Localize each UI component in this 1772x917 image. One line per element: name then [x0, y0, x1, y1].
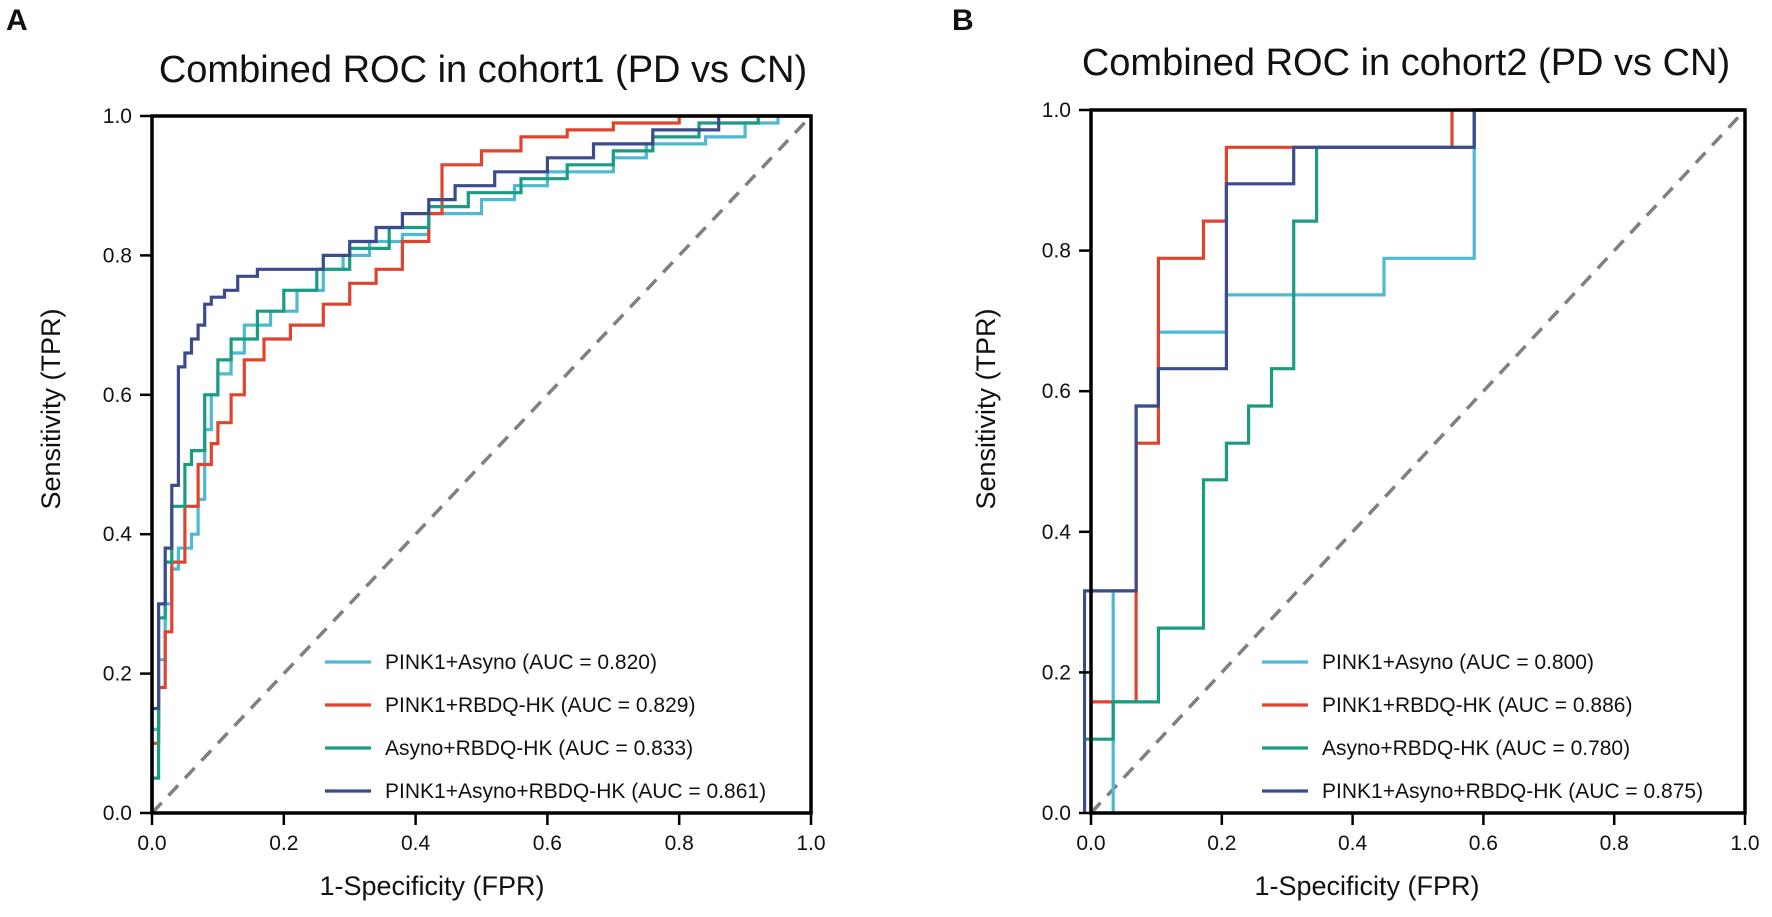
x-tick-label-b: 0.8 [1600, 832, 1629, 855]
legend-label-b-3: Asyno+RBDQ-HK (AUC = 0.780) [1322, 737, 1630, 760]
legend-label-a-2: PINK1+RBDQ-HK (AUC = 0.829) [385, 694, 695, 717]
legend-label-a-3: Asyno+RBDQ-HK (AUC = 0.833) [385, 737, 693, 760]
y-axis-label-b: Sensitivity (TPR) [971, 308, 1001, 509]
chart-title-b: Combined ROC in cohort2 (PD vs CN) [1082, 42, 1730, 84]
x-axis-label-b: 1-Specificity (FPR) [1254, 871, 1479, 901]
legend-a: PINK1+Asyno (AUC = 0.820) PINK1+RBDQ-HK (… [325, 651, 766, 803]
y-tick-label-b: 0.4 [1042, 521, 1072, 544]
axes-frame-b [1089, 108, 1747, 815]
chart-title-a: Combined ROC in cohort1 (PD vs CN) [159, 49, 807, 91]
roc-line-b-3 [1083, 108, 1745, 813]
x-tick-label-b: 0.2 [1207, 832, 1236, 855]
x-tick-label-b: 0.0 [1076, 832, 1105, 855]
x-tick-label-a: 0.0 [137, 832, 166, 855]
y-tick-label-a: 0.8 [103, 244, 132, 267]
legend-label-b-1: PINK1+Asyno (AUC = 0.800) [1322, 651, 1594, 674]
roc-line-b-4 [1083, 108, 1745, 813]
x-tick-label-a: 0.4 [401, 832, 431, 855]
diagonal-reference-line-b [1089, 108, 1747, 815]
y-tick-label-a: 0.0 [103, 802, 132, 825]
legend-label-b-4: PINK1+Asyno+RBDQ-HK (AUC = 0.875) [1322, 780, 1703, 803]
y-tick-label-b: 0.0 [1042, 802, 1071, 825]
y-axis-label-a: Sensitivity (TPR) [36, 308, 66, 509]
roc-line-a-3 [150, 114, 811, 813]
plot-area-b: 0.0 0.2 0.4 0.6 0.8 1.0 0.0 0.2 0.4 0.6 0.8 1.0 [1042, 99, 1760, 855]
x-tick-label-a: 1.0 [796, 832, 825, 855]
series-group-a [150, 114, 811, 813]
plot-area-a: 0.0 0.2 0.4 0.6 0.8 1.0 0.0 0.2 0.4 0.6 0.8 1.0 [103, 105, 826, 855]
legend-label-a-1: PINK1+Asyno (AUC = 0.820) [385, 651, 657, 674]
x-axis-label-a: 1-Specificity (FPR) [319, 871, 544, 901]
y-tick-label-b: 0.2 [1042, 661, 1071, 684]
legend-b: PINK1+Asyno (AUC = 0.800) PINK1+RBDQ-HK (… [1262, 651, 1703, 803]
y-tick-label-a: 1.0 [103, 105, 132, 128]
x-tick-label-a: 0.2 [269, 832, 298, 855]
y-tick-label-b: 0.6 [1042, 380, 1071, 403]
axes-frame-a [150, 114, 813, 815]
x-tick-label-b: 1.0 [1730, 832, 1759, 855]
legend-label-a-4: PINK1+Asyno+RBDQ-HK (AUC = 0.861) [385, 780, 766, 803]
x-tick-label-b: 0.6 [1469, 832, 1498, 855]
x-tick-label-a: 0.8 [665, 832, 694, 855]
y-tick-label-b: 0.8 [1042, 240, 1071, 263]
y-tick-label-a: 0.6 [103, 384, 132, 407]
legend-label-b-2: PINK1+RBDQ-HK (AUC = 0.886) [1322, 694, 1632, 717]
diagonal-reference-line-a [150, 114, 813, 815]
y-tick-label-a: 0.2 [103, 663, 132, 686]
panel-b: B Combined ROC in cohort2 (PD vs CN) 0.0… [952, 4, 1760, 901]
x-tick-label-b: 0.4 [1338, 832, 1368, 855]
roc-line-a-4 [150, 114, 811, 813]
y-tick-label-a: 0.4 [103, 523, 133, 546]
roc-line-b-2 [1089, 108, 1745, 813]
roc-line-a-2 [150, 114, 811, 813]
panel-letter-a: A [6, 4, 28, 37]
panel-a: A Combined ROC in cohort1 (PD vs CN) 0.0… [6, 4, 826, 901]
panel-letter-b: B [952, 4, 974, 37]
series-group-b [1083, 108, 1745, 813]
y-tick-label-b: 1.0 [1042, 99, 1071, 122]
x-tick-label-a: 0.6 [533, 832, 562, 855]
